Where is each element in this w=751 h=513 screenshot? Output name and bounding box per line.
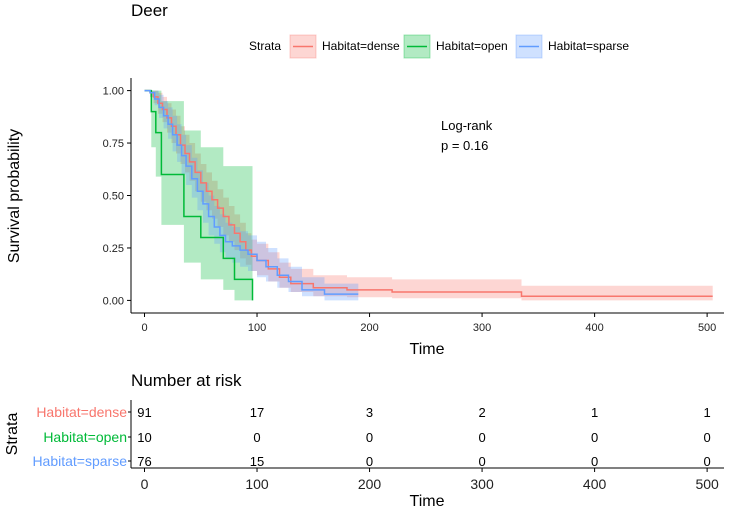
chart-title: Deer (131, 1, 168, 20)
risk-count-habitat-dense: 2 (478, 405, 485, 420)
y-axis-label: Survival probability (6, 129, 23, 263)
risk-count-habitat-open: 0 (704, 430, 711, 445)
risk-count-habitat-dense: 1 (704, 405, 711, 420)
y-tick-label: 0.25 (103, 243, 124, 255)
risk-count-habitat-sparse: 0 (366, 454, 373, 469)
risk-row-label-habitat-open: Habitat=open (43, 429, 127, 445)
risk-count-habitat-dense: 1 (591, 405, 598, 420)
x-tick-label: 500 (698, 322, 716, 334)
survival-line-habitat-sparse (144, 89, 359, 295)
risk-count-habitat-dense: 17 (250, 405, 264, 420)
survival-line-habitat-open (144, 89, 254, 301)
risk-count-habitat-sparse: 0 (704, 454, 711, 469)
risk-row-label-habitat-dense: Habitat=dense (36, 404, 127, 420)
risk-x-axis-label: Time (410, 493, 445, 510)
risk-x-tick-label: 200 (358, 476, 382, 492)
risk-x-tick-label: 100 (245, 476, 269, 492)
risk-count-habitat-open: 0 (366, 430, 373, 445)
y-tick-label: 0.50 (103, 191, 124, 203)
risk-table-title: Number at risk (131, 371, 242, 390)
y-axis-ticks: 0.00 0.25 0.50 0.75 1.00 (103, 86, 131, 307)
risk-x-tick-label: 300 (470, 476, 494, 492)
legend-title: Strata (249, 39, 281, 53)
risk-count-habitat-dense: 91 (137, 405, 151, 420)
risk-count-habitat-sparse: 15 (250, 454, 264, 469)
x-axis-ticks: 0 100 200 300 400 500 (141, 313, 716, 334)
risk-count-habitat-open: 0 (478, 430, 485, 445)
p-value-label: p = 0.16 (441, 138, 488, 153)
risk-x-tick-label: 400 (583, 476, 607, 492)
confidence-bands (144, 90, 713, 301)
risk-count-habitat-sparse: 0 (478, 454, 485, 469)
y-tick-label: 0.75 (103, 138, 124, 150)
risk-x-tick-label: 500 (695, 476, 719, 492)
legend-label-open: Habitat=open (436, 39, 508, 53)
legend-label-dense: Habitat=dense (322, 39, 400, 53)
risk-x-tick-label: 0 (141, 476, 149, 492)
logrank-label: Log-rank (441, 118, 493, 133)
legend-item-dense: Habitat=dense (289, 34, 400, 59)
x-tick-label: 400 (585, 322, 603, 334)
survival-plot: 0 100 200 300 400 500 0.00 0.25 0.50 0.75 1.00 Ti… (6, 78, 724, 358)
y-tick-label: 0.00 (103, 295, 124, 307)
ci-band-habitat-sparse (144, 90, 359, 301)
risk-table: Number at risk Habitat=dense 91 17 3 2 1 1Habi… (4, 371, 724, 510)
x-tick-label: 200 (360, 322, 378, 334)
legend-item-open: Habitat=open (403, 34, 508, 59)
risk-count-habitat-sparse: 0 (591, 454, 598, 469)
ci-band-habitat-open (144, 90, 253, 301)
x-tick-label: 0 (141, 322, 147, 334)
risk-x-axis-ticks: 0 100 200 300 400 500 (141, 468, 719, 492)
risk-count-habitat-dense: 3 (366, 405, 373, 420)
y-tick-label: 1.00 (103, 86, 124, 98)
x-tick-label: 100 (248, 322, 266, 334)
risk-y-axis-label: Strata (4, 413, 21, 456)
legend: Strata Habitat=dense Habitat=open Habita… (249, 34, 629, 59)
risk-count-habitat-sparse: 76 (137, 454, 151, 469)
risk-table-rows: Habitat=dense 91 17 3 2 1 1 Habitat=open 10 0 0 0 0 0… (32, 404, 710, 469)
risk-count-habitat-open: 0 (591, 430, 598, 445)
x-tick-label: 300 (473, 322, 491, 334)
x-axis-label: Time (410, 341, 445, 358)
risk-row-label-habitat-sparse: Habitat=sparse (32, 453, 127, 469)
risk-count-habitat-open: 10 (137, 430, 151, 445)
legend-item-sparse: Habitat=sparse (515, 34, 629, 59)
risk-count-habitat-open: 0 (253, 430, 260, 445)
survival-curves (144, 89, 713, 301)
legend-label-sparse: Habitat=sparse (548, 39, 629, 53)
